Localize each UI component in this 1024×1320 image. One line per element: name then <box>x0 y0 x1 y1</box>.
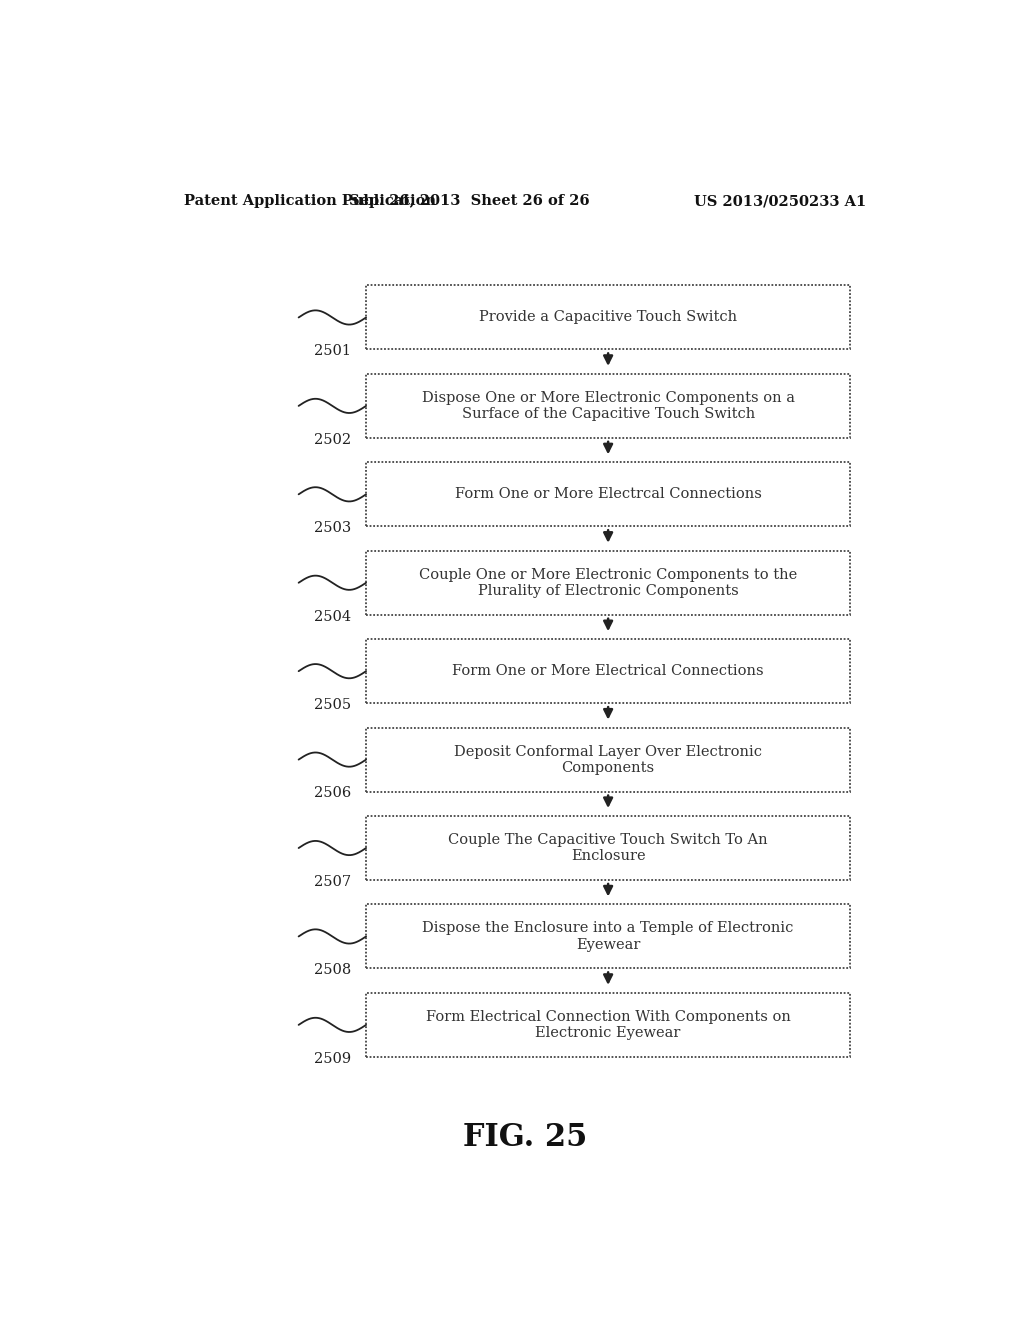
Text: Couple The Capacitive Touch Switch To An
Enclosure: Couple The Capacitive Touch Switch To An… <box>449 833 768 863</box>
FancyBboxPatch shape <box>367 639 850 704</box>
FancyBboxPatch shape <box>367 816 850 880</box>
FancyBboxPatch shape <box>367 374 850 438</box>
Text: 2502: 2502 <box>314 433 351 446</box>
Text: 2504: 2504 <box>314 610 351 623</box>
Text: Couple One or More Electronic Components to the
Plurality of Electronic Componen: Couple One or More Electronic Components… <box>419 568 798 598</box>
FancyBboxPatch shape <box>367 285 850 350</box>
Text: Provide a Capacitive Touch Switch: Provide a Capacitive Touch Switch <box>479 310 737 325</box>
Text: Sep. 26, 2013  Sheet 26 of 26: Sep. 26, 2013 Sheet 26 of 26 <box>349 194 590 209</box>
Text: 2501: 2501 <box>314 345 351 358</box>
Text: Deposit Conformal Layer Over Electronic
Components: Deposit Conformal Layer Over Electronic … <box>454 744 762 775</box>
Text: Patent Application Publication: Patent Application Publication <box>183 194 435 209</box>
Text: Form Electrical Connection With Components on
Electronic Eyewear: Form Electrical Connection With Componen… <box>426 1010 791 1040</box>
Text: 2508: 2508 <box>314 964 352 977</box>
Text: 2509: 2509 <box>314 1052 351 1065</box>
Text: Form One or More Electrical Connections: Form One or More Electrical Connections <box>453 664 764 678</box>
Text: Form One or More Electrcal Connections: Form One or More Electrcal Connections <box>455 487 762 502</box>
Text: 2503: 2503 <box>314 521 352 535</box>
Text: 2506: 2506 <box>314 787 352 800</box>
FancyBboxPatch shape <box>367 550 850 615</box>
Text: FIG. 25: FIG. 25 <box>463 1122 587 1152</box>
Text: US 2013/0250233 A1: US 2013/0250233 A1 <box>694 194 866 209</box>
Text: Dispose the Enclosure into a Temple of Electronic
Eyewear: Dispose the Enclosure into a Temple of E… <box>423 921 794 952</box>
FancyBboxPatch shape <box>367 462 850 527</box>
Text: 2507: 2507 <box>314 875 351 888</box>
Text: Dispose One or More Electronic Components on a
Surface of the Capacitive Touch S: Dispose One or More Electronic Component… <box>422 391 795 421</box>
FancyBboxPatch shape <box>367 904 850 969</box>
Text: 2505: 2505 <box>314 698 351 711</box>
FancyBboxPatch shape <box>367 727 850 792</box>
FancyBboxPatch shape <box>367 993 850 1057</box>
